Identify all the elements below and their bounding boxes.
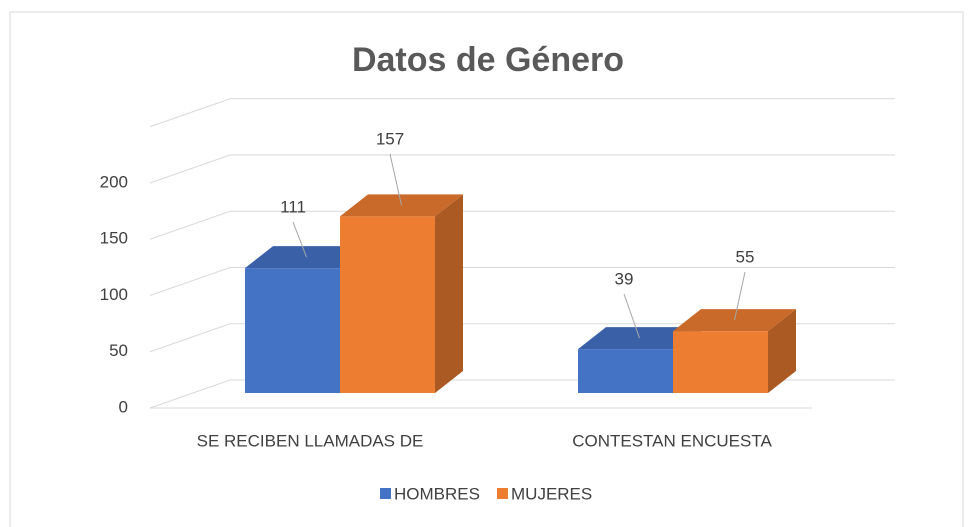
bar — [673, 309, 796, 393]
legend-label: MUJERES — [511, 484, 592, 503]
leader-line — [734, 271, 746, 321]
y-tick-label: 50 — [109, 341, 128, 360]
grid-line — [149, 210, 895, 240]
legend-swatch — [497, 488, 508, 499]
data-label: 55 — [736, 247, 755, 266]
y-tick-label: 150 — [100, 229, 128, 248]
x-tick-label: SE RECIBEN LLAMADAS DE — [197, 431, 424, 450]
legend-swatch — [380, 488, 391, 499]
leader-line — [623, 293, 640, 339]
leader-line — [292, 221, 307, 258]
data-label: 157 — [376, 129, 404, 148]
y-tick-label: 0 — [119, 397, 128, 416]
y-tick-label: 100 — [100, 285, 128, 304]
bar-side — [768, 309, 796, 393]
y-tick-label: 200 — [100, 172, 128, 191]
leader-line — [389, 153, 402, 206]
bar — [340, 194, 463, 393]
grid-line — [149, 154, 895, 184]
bar-front — [340, 216, 435, 393]
bar-front — [578, 349, 673, 393]
bar-front — [245, 268, 340, 393]
data-label: 39 — [615, 269, 634, 288]
legend-label: HOMBRES — [394, 484, 480, 503]
data-label: 111 — [280, 197, 306, 216]
wall-edge — [149, 98, 895, 128]
grid-line — [149, 323, 895, 353]
grid-line — [149, 267, 895, 296]
chart-title: Datos de Género — [352, 41, 624, 79]
bar-side — [435, 194, 463, 393]
chart-border — [9, 11, 964, 527]
x-tick-label: CONTESTAN ENCUESTA — [572, 431, 772, 450]
bar-front — [673, 331, 768, 393]
